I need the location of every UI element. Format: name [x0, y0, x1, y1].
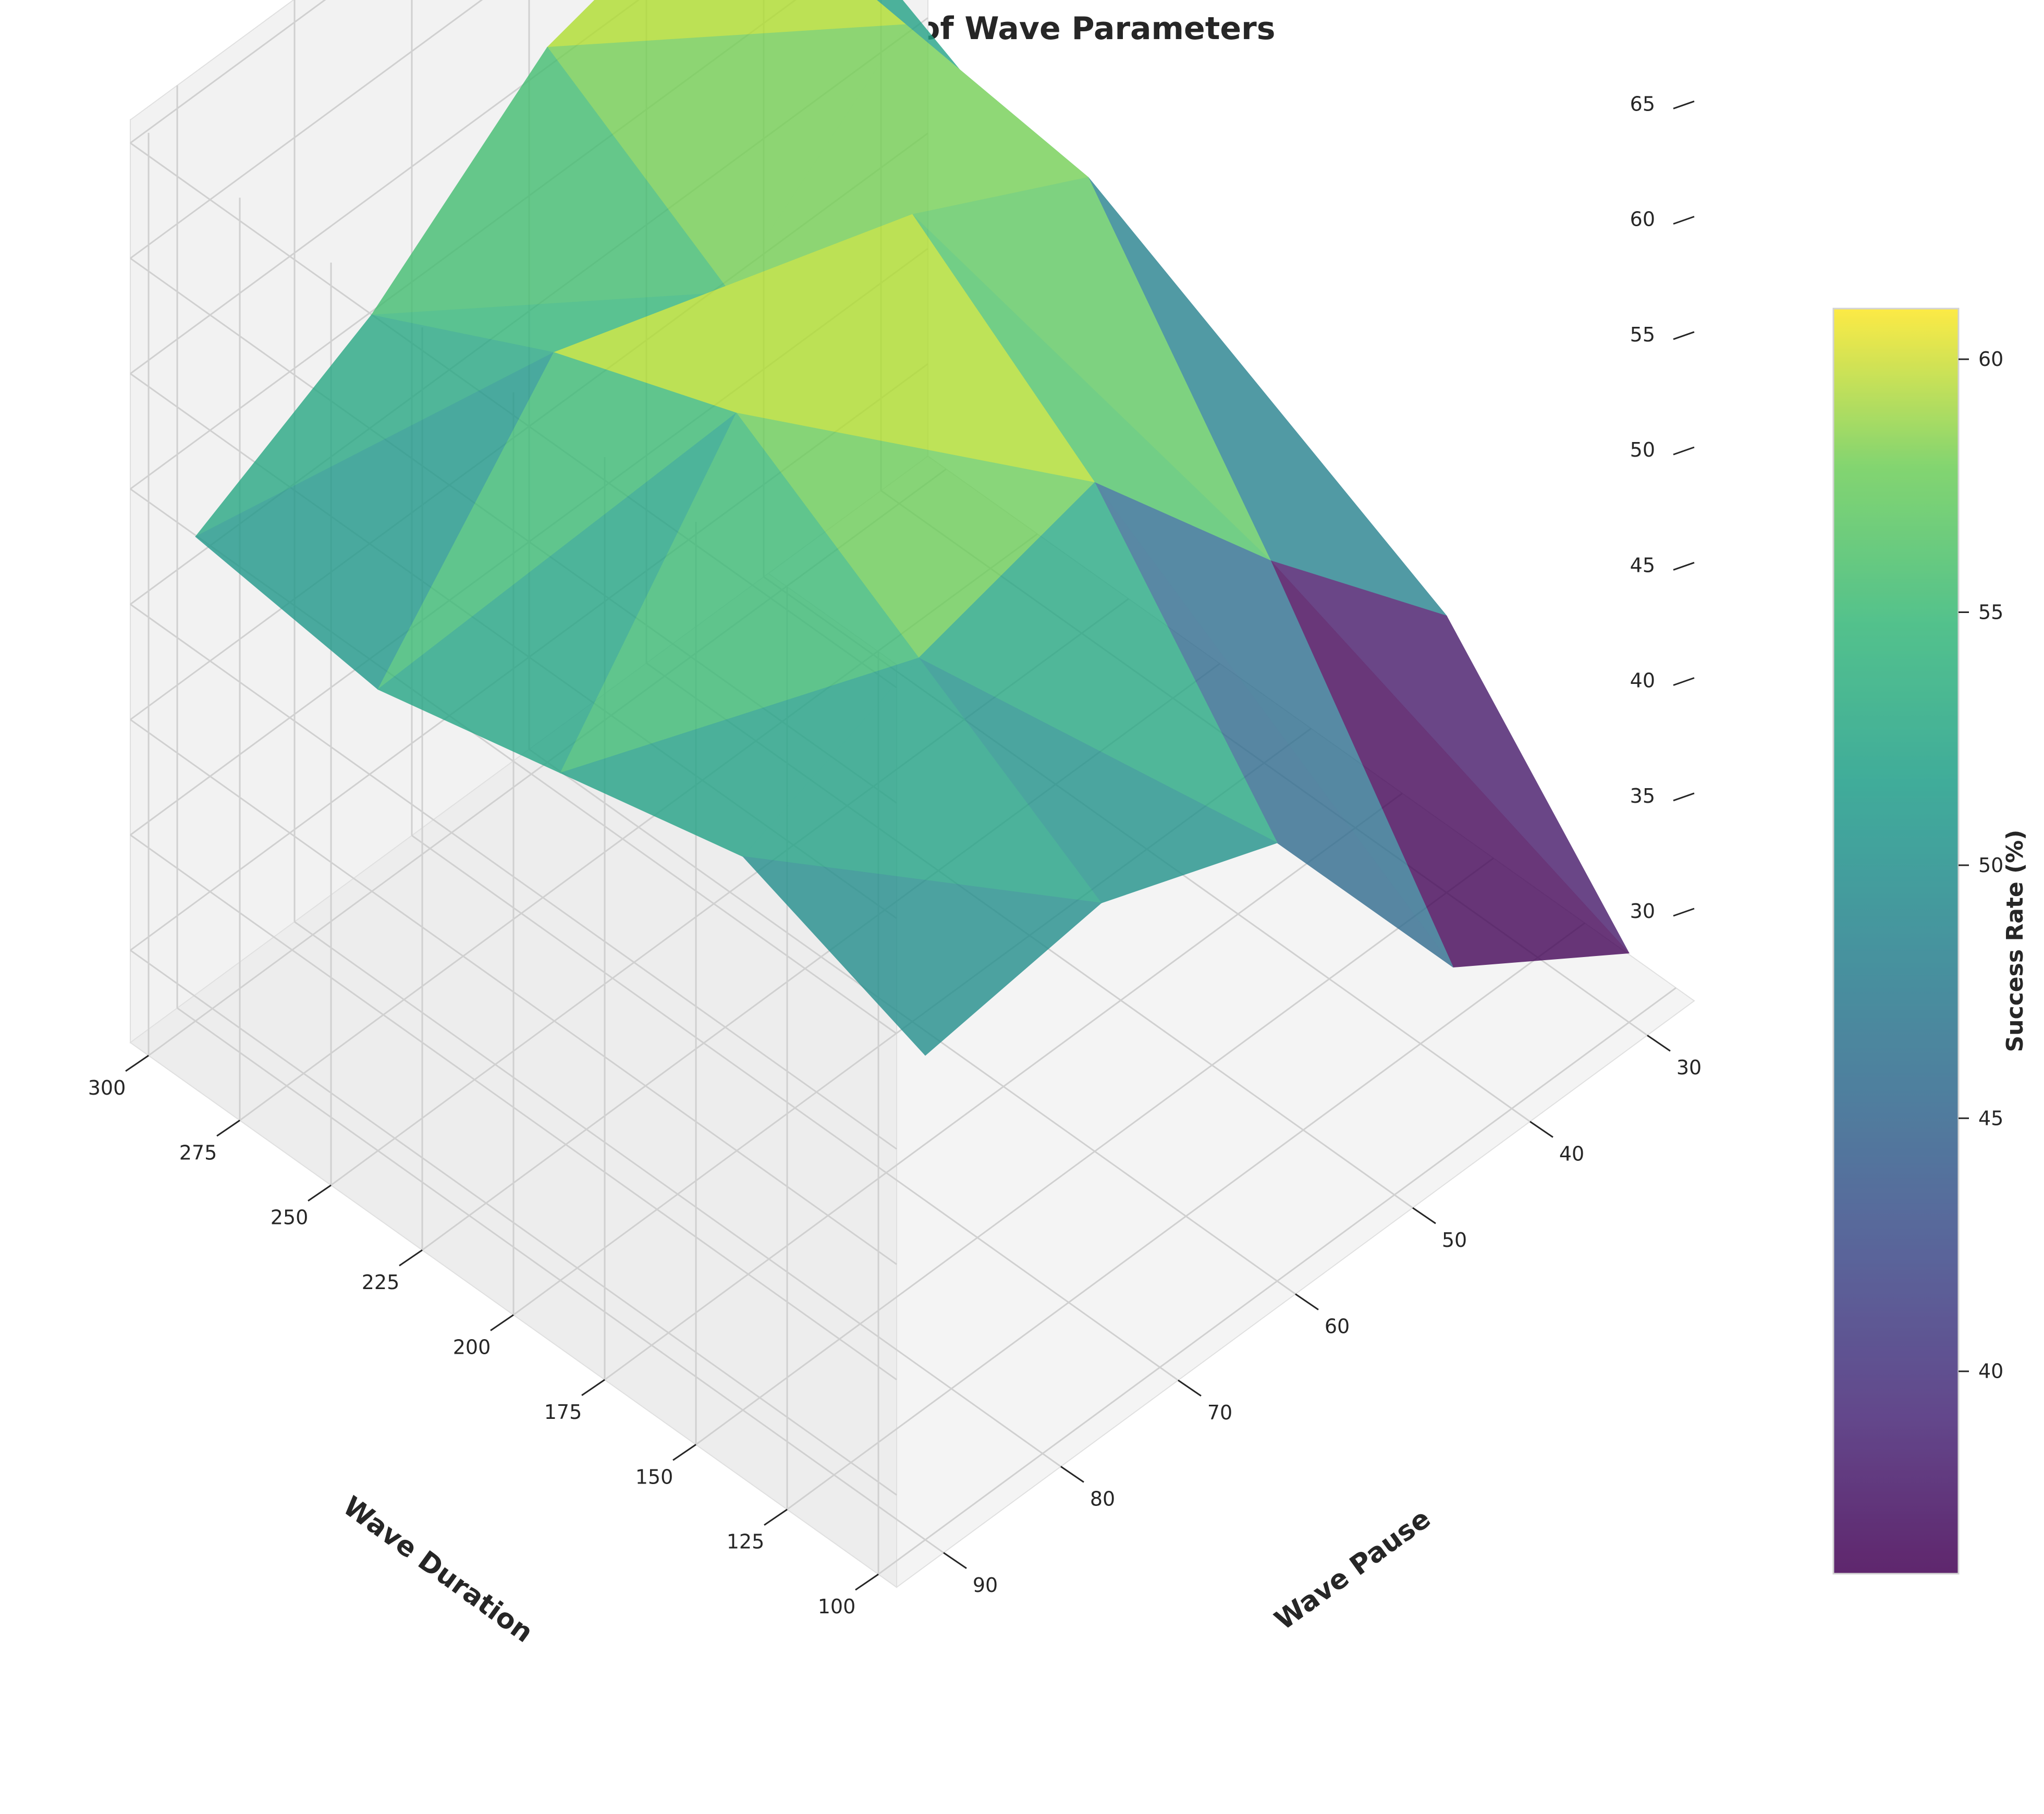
z-tick-label: 40: [1630, 669, 1655, 692]
x-tick-mark: [581, 1379, 605, 1396]
y-tick-mark: [1060, 1466, 1084, 1483]
grid-line-z-left: [130, 719, 897, 1265]
x-tick-label: 200: [453, 1336, 491, 1359]
x-tick-mark: [490, 1314, 514, 1331]
surface-facet: [742, 856, 1102, 1056]
y-tick-mark: [1178, 1379, 1202, 1397]
surface-plot: [195, 0, 1630, 1056]
x-tick-label: 175: [544, 1401, 582, 1424]
x-tick-label: 125: [727, 1530, 765, 1553]
x-tick-mark: [672, 1444, 696, 1461]
x-tick-mark: [216, 1120, 240, 1137]
colorbar-tick-label: 60: [1978, 348, 2003, 371]
x-tick-mark: [125, 1055, 149, 1072]
z-tick-label: 45: [1630, 554, 1655, 577]
grid-line-y-floor: [294, 921, 1061, 1467]
x-tick-mark: [399, 1249, 423, 1267]
z-tick-label: 50: [1630, 438, 1655, 461]
x-tick-label: 250: [271, 1206, 309, 1229]
grid-line-z-right: [130, 0, 326, 144]
z-tick-mark: [1673, 561, 1695, 571]
z-tick-mark: [1673, 446, 1695, 456]
x-tick-label: 150: [635, 1465, 674, 1488]
z-tick-label: 35: [1630, 785, 1655, 807]
z-tick-label: 65: [1630, 92, 1655, 115]
z-tick-label: 55: [1630, 323, 1655, 346]
colorbar-label: Success Rate (%): [2002, 830, 2028, 1052]
colorbar-tick-label: 55: [1978, 601, 2003, 624]
colorbar-gradient: [1832, 308, 1960, 1575]
y-tick-label: 70: [1207, 1401, 1232, 1424]
z-tick-mark: [1673, 100, 1695, 109]
y-axis-label: Wave Pause: [1269, 1503, 1437, 1636]
y-tick-label: 50: [1442, 1229, 1467, 1252]
y-tick-mark: [1647, 1034, 1671, 1052]
y-tick-label: 60: [1325, 1315, 1350, 1338]
colorbar-ticks: 40 45 50 55 60: [1959, 348, 2003, 1383]
grid-line-y-floor: [177, 1007, 944, 1554]
grid-line-y-floor: [411, 835, 1179, 1381]
grid-line-z-right: [130, 0, 483, 259]
grid-line-z-left: [130, 604, 897, 1150]
colorbar: 40 45 50 55 60 Success Rate (%): [1832, 308, 2028, 1575]
z-tick-mark: [1673, 792, 1695, 802]
z-tick-mark: [1673, 216, 1695, 225]
x-tick-label: 275: [179, 1141, 217, 1164]
colorbar-tick-label: 50: [1978, 854, 2003, 877]
axis-ticks: 100 125 150 175 200 225 250 275 300 30 40 50 60 70 80 9…: [88, 92, 1702, 1618]
x-tick-mark: [764, 1509, 788, 1526]
z-tick-label: 60: [1630, 208, 1655, 231]
x-axis-label: Wave Duration: [337, 1490, 539, 1649]
x-tick-mark: [308, 1184, 332, 1202]
y-tick-label: 30: [1676, 1056, 1702, 1079]
y-tick-mark: [1529, 1121, 1553, 1138]
z-tick-mark: [1673, 908, 1695, 917]
x-tick-label: 100: [818, 1595, 856, 1618]
grid-line-z-left: [130, 834, 897, 1381]
y-tick-mark: [943, 1552, 967, 1570]
colorbar-tick-label: 40: [1978, 1360, 2003, 1383]
z-tick-label: 30: [1630, 900, 1655, 923]
y-tick-mark: [1295, 1293, 1319, 1310]
y-tick-label: 80: [1090, 1487, 1115, 1510]
y-tick-label: 40: [1559, 1143, 1584, 1166]
colorbar-tick-label: 45: [1978, 1107, 2003, 1130]
z-tick-mark: [1673, 331, 1695, 340]
x-tick-mark: [855, 1573, 879, 1591]
grid-line-z-left: [130, 949, 897, 1496]
y-tick-label: 90: [973, 1574, 998, 1597]
x-tick-label: 225: [362, 1271, 400, 1294]
z-tick-mark: [1673, 677, 1695, 686]
y-tick-mark: [1412, 1207, 1436, 1224]
x-tick-label: 300: [88, 1076, 126, 1099]
